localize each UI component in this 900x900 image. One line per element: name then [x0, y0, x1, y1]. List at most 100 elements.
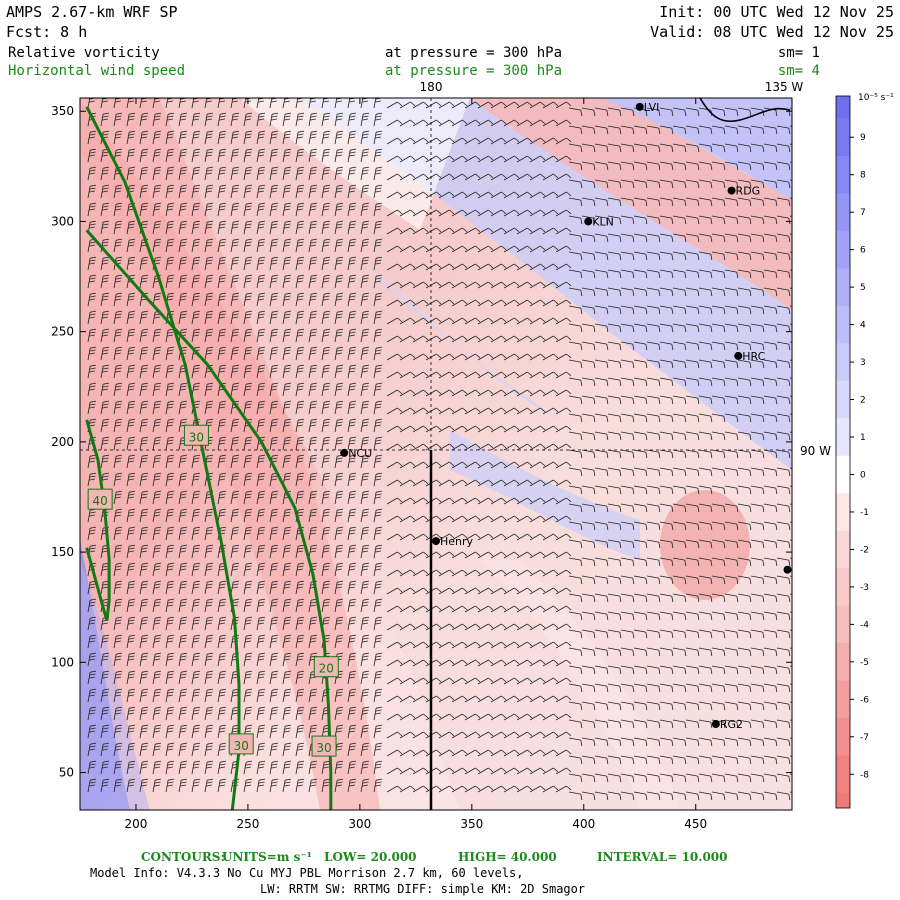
wind-barb: [360, 292, 370, 307]
wind-barb: [347, 760, 357, 775]
wind-barb: [607, 161, 622, 171]
wind-barb: [347, 256, 357, 271]
wind-barb: [334, 544, 344, 559]
wind-barb: [269, 346, 279, 361]
wind-barb: [477, 713, 494, 721]
wind-barb: [529, 389, 546, 397]
wind-barb: [295, 490, 305, 505]
wind-barb: [477, 623, 494, 631]
wind-barb: [282, 706, 292, 721]
wind-barb: [620, 359, 635, 369]
wind-barb: [568, 593, 583, 603]
wind-barb: [360, 598, 370, 613]
wind-barb: [399, 551, 416, 559]
wind-barb: [776, 665, 791, 675]
wind-barb: [373, 238, 383, 253]
wind-barb: [529, 677, 546, 685]
wind-barb: [659, 179, 674, 189]
wind-barb: [503, 497, 520, 505]
wind-barb: [178, 652, 188, 667]
wind-barb: [412, 371, 429, 379]
wind-barb: [555, 101, 572, 109]
wind-barb: [386, 443, 403, 451]
wind-barb: [685, 323, 700, 333]
wind-barb: [373, 508, 383, 523]
wind-barb: [568, 359, 583, 369]
wind-barb: [139, 98, 148, 109]
wind-barb: [178, 166, 188, 181]
wind-barb: [711, 503, 726, 513]
wind-barb: [438, 605, 455, 613]
wind-barb: [412, 551, 429, 559]
wind-barb: [295, 274, 305, 289]
wind-barb: [724, 341, 739, 351]
wind-barb: [386, 569, 403, 577]
wind-barb: [438, 713, 455, 721]
colorbar-frame: [835, 95, 851, 809]
wind-barb: [607, 359, 622, 369]
wind-barb: [269, 202, 279, 217]
wind-barb: [620, 413, 635, 423]
wind-barb: [373, 454, 383, 469]
wind-barb: [633, 665, 648, 675]
wind-barb: [763, 575, 778, 585]
wind-barb: [334, 184, 344, 199]
wind-barb: [529, 713, 546, 721]
wind-barb: [438, 461, 455, 469]
wind-barb: [308, 688, 318, 703]
wind-barb: [516, 497, 533, 505]
colorbar-tick-label: -4: [860, 620, 869, 630]
wind-barb: [581, 125, 596, 135]
wind-barb: [295, 292, 305, 307]
wind-barb: [503, 749, 520, 757]
wind-barb: [516, 119, 533, 127]
wind-barb: [464, 497, 481, 505]
wind-barb: [360, 364, 370, 379]
wind-barb: [191, 490, 201, 505]
wind-barb: [763, 359, 778, 369]
wind-barb: [646, 485, 661, 495]
wind-barb: [269, 760, 279, 775]
wind-barb: [113, 112, 123, 127]
wind-barb: [139, 580, 149, 595]
wind-barb: [243, 148, 253, 163]
wind-barb: [724, 125, 739, 135]
wind-barb: [295, 328, 305, 343]
wind-barb: [620, 215, 635, 225]
wind-barb: [633, 197, 648, 207]
wind-barb: [451, 263, 468, 271]
wind-barb: [399, 641, 416, 649]
wind-barb: [230, 490, 240, 505]
wind-barb: [256, 328, 266, 343]
wind-barb: [126, 220, 136, 235]
wind-barb: [672, 557, 687, 567]
wind-barb: [282, 472, 292, 487]
wind-barb: [321, 544, 331, 559]
wind-barb: [633, 791, 648, 801]
wind-barb: [620, 251, 635, 261]
wind-barb: [139, 202, 149, 217]
wind-barb: [529, 425, 546, 433]
wind-barb: [464, 425, 481, 433]
wind-barb: [152, 400, 162, 415]
wind-barb: [334, 472, 344, 487]
wind-barb: [126, 98, 135, 109]
wind-barb: [360, 688, 370, 703]
wind-barb: [568, 755, 583, 765]
footer-high: HIGH= 40.000: [458, 850, 557, 864]
wind-barb: [399, 371, 416, 379]
wind-barb: [672, 539, 687, 549]
wind-barb: [243, 364, 253, 379]
wind-barb: [594, 755, 609, 765]
wind-barb: [308, 598, 318, 613]
wind-barb: [490, 209, 507, 217]
wind-barb: [386, 749, 403, 757]
wind-barb: [165, 400, 175, 415]
wind-barb: [360, 166, 370, 181]
wind-barb: [698, 161, 713, 171]
wind-barb: [607, 647, 622, 657]
wind-barb: [698, 467, 713, 477]
wind-barb: [113, 148, 123, 163]
wind-barb: [243, 112, 253, 127]
wind-barb: [477, 785, 494, 793]
